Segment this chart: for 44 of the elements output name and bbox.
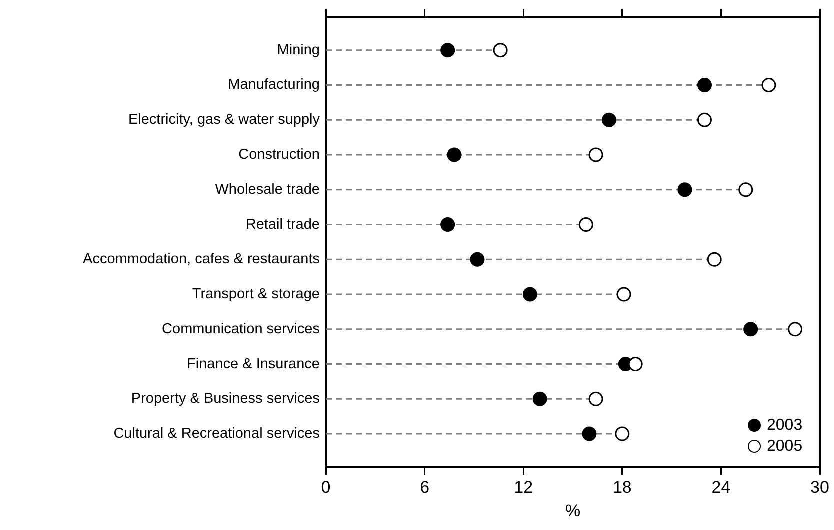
y-tick-label: Wholesale trade: [215, 182, 320, 198]
x-tick-label: 6: [420, 478, 430, 498]
point: [532, 392, 548, 406]
point: [440, 218, 456, 232]
y-tick-label: Transport & storage: [192, 286, 320, 303]
point: [788, 322, 803, 337]
point: [522, 287, 538, 302]
x-tick-label: 0: [321, 478, 331, 498]
point: [738, 182, 754, 198]
point: [744, 322, 758, 337]
legend-label: 2005: [767, 438, 803, 456]
point: [628, 357, 643, 372]
y-tick-label: Electricity, gas & water supply: [128, 112, 321, 128]
point: [615, 426, 630, 442]
point: [697, 112, 712, 128]
y-tick-label: Cultural & Recreational services: [114, 426, 320, 442]
x-axis-title: %: [565, 501, 581, 520]
y-tick-label: Accommodation, cafes & restaurants: [83, 252, 320, 268]
point: [578, 218, 594, 232]
point: [493, 43, 508, 58]
point: [447, 148, 462, 162]
point: [602, 112, 616, 128]
y-tick-label: Manufacturing: [228, 77, 320, 94]
point: [678, 182, 692, 198]
point: [588, 148, 604, 162]
x-tick-label: 18: [612, 478, 632, 498]
x-tick-label: 24: [712, 478, 731, 498]
point: [616, 287, 632, 302]
y-tick-label: Construction: [238, 146, 320, 163]
point: [470, 252, 485, 267]
y-tick-label: Mining: [277, 42, 320, 58]
y-tick-label: Retail trade: [246, 216, 320, 233]
point: [707, 252, 722, 267]
point: [588, 392, 604, 406]
y-tick-label: Finance & Insurance: [187, 356, 320, 372]
x-tick-label: 12: [514, 478, 534, 498]
point: [697, 78, 712, 92]
y-tick-label: Communication services: [162, 321, 320, 338]
point: [440, 43, 456, 58]
y-tick-label: Property & Business services: [131, 391, 320, 408]
x-tick-label: 30: [810, 478, 830, 498]
legend-label: 2003: [767, 416, 803, 435]
point: [762, 78, 776, 92]
point: [582, 426, 597, 442]
